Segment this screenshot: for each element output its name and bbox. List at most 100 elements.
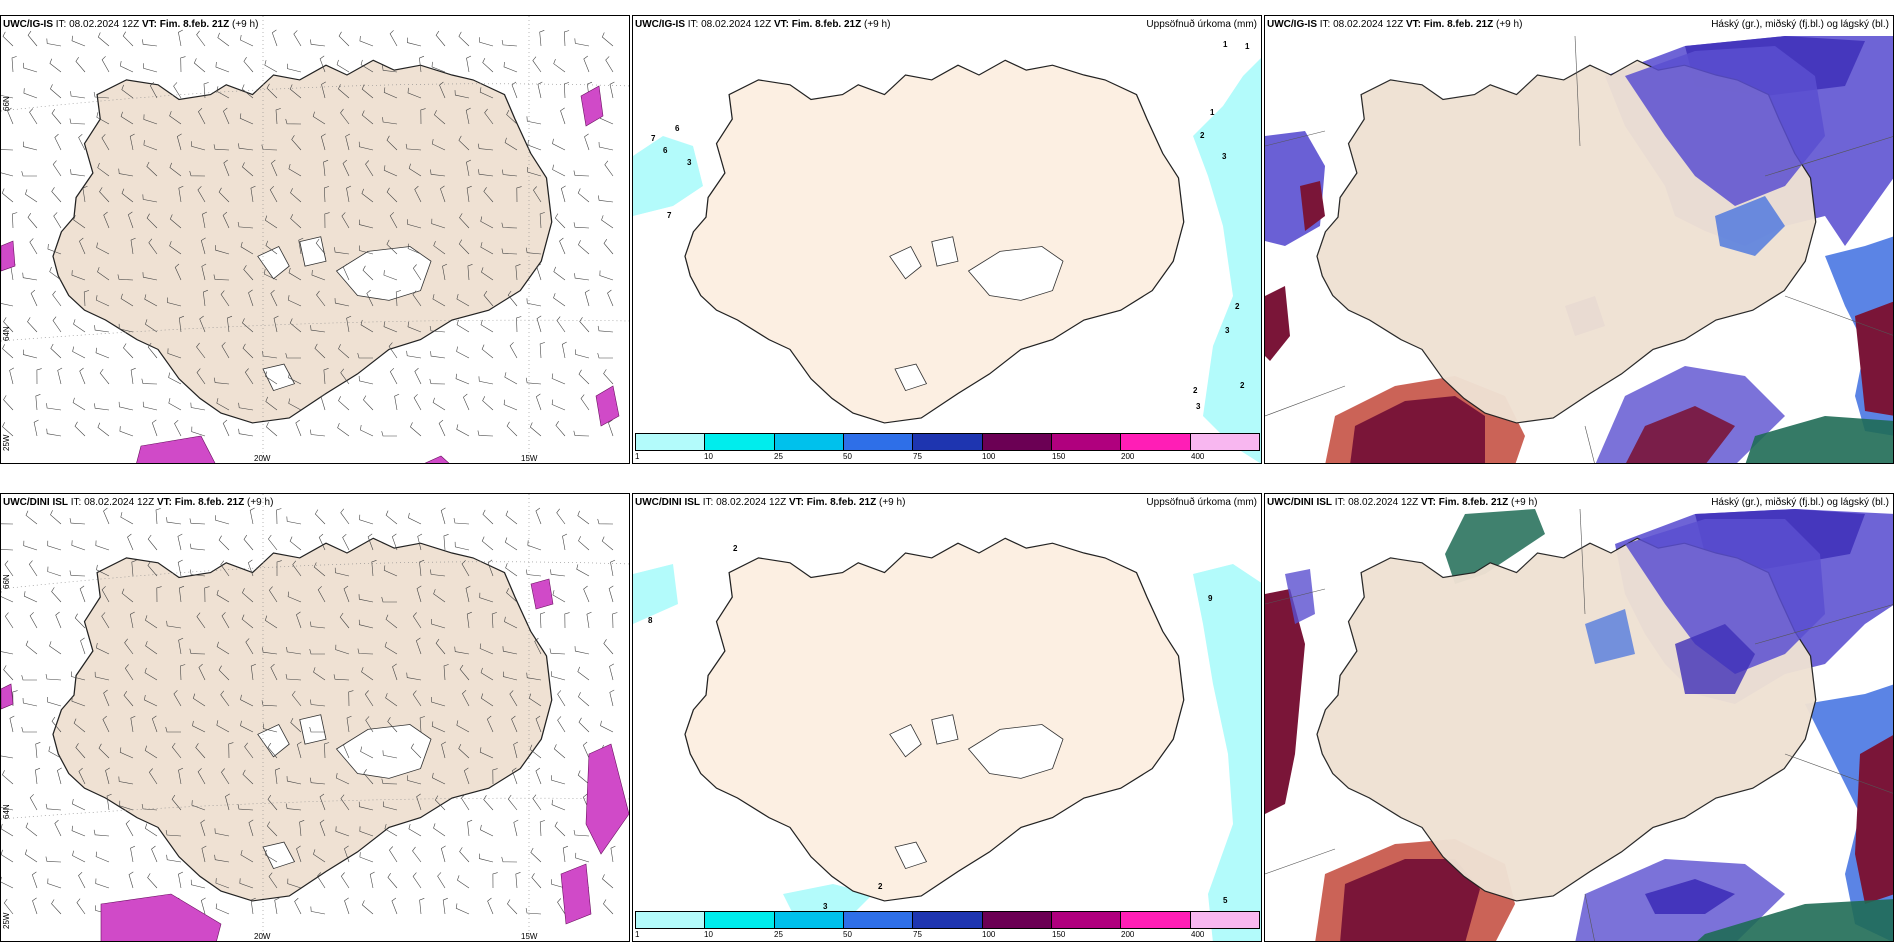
colorbar-swatch [913, 912, 983, 928]
wind-barb [391, 533, 398, 551]
wind-barb [193, 58, 206, 73]
wind-barb [23, 88, 38, 99]
wind-barb [479, 37, 494, 47]
wind-barb [222, 211, 230, 229]
wind-barb [285, 674, 302, 681]
wind-barb [383, 87, 398, 99]
colorbar-swatch [636, 434, 706, 450]
wind-barb [537, 81, 543, 99]
wind-barb [479, 853, 494, 863]
wind-barb [74, 613, 86, 629]
wind-barb [573, 430, 590, 437]
precip-value: 2 [878, 882, 883, 891]
wind-barb [144, 745, 158, 759]
wind-barb [243, 57, 254, 73]
wind-barb [525, 908, 542, 915]
wind-barb [265, 240, 278, 255]
wind-barb [215, 903, 230, 915]
wind-barb [242, 162, 254, 177]
wind-barb [71, 35, 86, 47]
panel-title: Uppsöfnuð úrkoma (mm) [1146, 497, 1257, 508]
colorbar-swatch [843, 912, 914, 928]
wind-barb [71, 270, 86, 281]
colorbar-label: 10 [704, 930, 713, 939]
wind-barb [57, 367, 63, 385]
wind-barb [387, 717, 398, 733]
wind-barb [553, 293, 566, 307]
wind-barb [556, 508, 566, 525]
wind-barb [580, 394, 590, 411]
wind-barb [45, 674, 62, 681]
wind-barb [506, 421, 518, 437]
wind-barb [320, 393, 326, 411]
wind-barb [215, 245, 230, 255]
wind-barb [392, 663, 398, 681]
wind-barb [121, 84, 134, 99]
wind-barb [359, 826, 374, 837]
wind-barb [562, 845, 569, 863]
wind-barb [70, 169, 86, 177]
wind-barb [574, 38, 590, 47]
wind-barb [290, 214, 302, 229]
wind-barb [288, 372, 302, 385]
wind-barb [147, 534, 158, 551]
wind-barb [57, 767, 62, 785]
wind-barb [598, 195, 614, 203]
wind-barb [118, 168, 134, 177]
wind-barb [539, 30, 545, 47]
wind-barb [192, 693, 206, 707]
wind-barb [453, 518, 470, 525]
wind-barb [71, 671, 86, 681]
precip-value: 3 [823, 902, 828, 911]
wind-barb [504, 616, 518, 629]
wind-barb [101, 586, 110, 603]
wind-barb [148, 238, 158, 255]
wind-barb [244, 742, 254, 759]
panel-header: UWC/IG-IS IT: 08.02.2024 12Z VT: Fim. 8.… [3, 19, 259, 30]
colorbar-label: 25 [774, 930, 783, 939]
wind-barb [438, 419, 446, 437]
wind-barb [458, 31, 470, 47]
wind-barb [99, 187, 110, 203]
wind-barb [318, 533, 326, 551]
precip-value: 5 [1223, 896, 1228, 905]
wind-barb [74, 421, 86, 437]
wind-barb [1, 876, 14, 889]
wind-barb [477, 430, 494, 437]
wind-barb [503, 671, 518, 681]
wind-barb [367, 533, 374, 551]
wind-barb [202, 289, 209, 307]
wind-barb [408, 824, 422, 837]
colorbar-swatch [1051, 434, 1122, 450]
wind-barb [202, 211, 208, 229]
wind-barb [29, 612, 38, 629]
wind-barb [365, 160, 374, 177]
wind-barb [564, 612, 570, 629]
wind-barb [21, 171, 37, 177]
wind-barb [342, 533, 350, 551]
wind-barb [342, 159, 350, 177]
wind-barb [176, 133, 182, 151]
wind-barb [293, 30, 302, 47]
panel-header: UWC/IG-IS IT: 08.02.2024 12Z VT: Fim. 8.… [635, 19, 891, 30]
wind-barb [291, 690, 302, 707]
wind-barb [385, 614, 398, 629]
wind-barb [480, 693, 494, 707]
wind-barb [45, 856, 62, 863]
wind-barb [35, 742, 41, 759]
wind-barb [527, 166, 542, 177]
wind-barb [434, 110, 446, 125]
wind-barb [269, 185, 278, 203]
wind-barb [458, 239, 470, 255]
wind-barb [551, 799, 566, 811]
wind-barb [539, 342, 545, 359]
wind-barb [48, 746, 62, 759]
wind-barb [276, 560, 282, 576]
wind-barb [270, 663, 278, 681]
colorbar-label: 25 [774, 452, 783, 461]
wind-barb [1, 523, 14, 525]
wind-barb [334, 567, 350, 577]
wind-barb [316, 290, 326, 307]
wind-barb [35, 394, 41, 411]
wind-barb [360, 746, 374, 759]
